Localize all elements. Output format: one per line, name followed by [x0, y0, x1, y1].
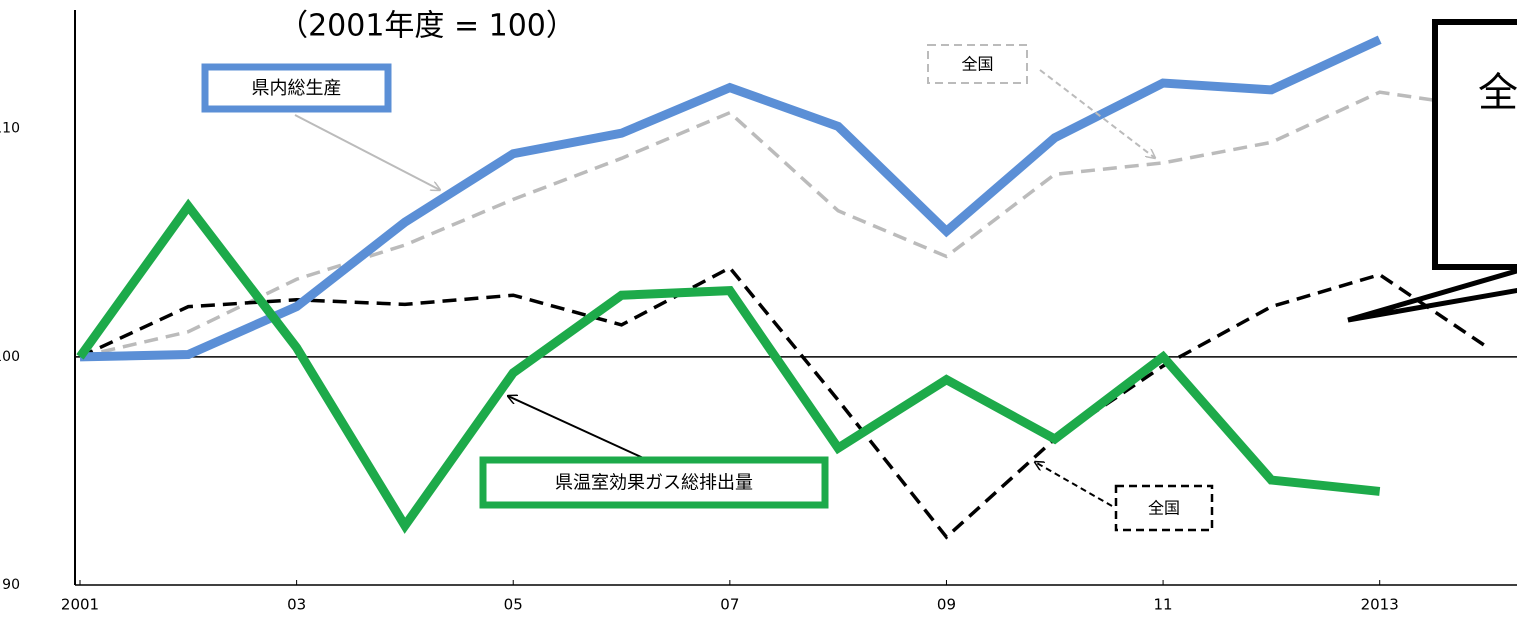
x-tick-label: 2001	[61, 596, 99, 614]
leader-arrow	[1035, 462, 1113, 507]
x-tick-label: 07	[720, 596, 739, 614]
label-box	[927, 44, 1028, 84]
leader-arrow	[294, 114, 440, 190]
y-tick-label: 110	[0, 121, 20, 137]
series-line	[79, 90, 1489, 359]
series-line	[79, 265, 1489, 540]
label-box	[1114, 484, 1214, 532]
x-tick-label: 05	[504, 596, 523, 614]
chart-title: （2001年度 = 100）	[278, 9, 576, 44]
leader-arrow	[1039, 69, 1155, 158]
x-tick-label: 03	[287, 596, 306, 614]
callout-pointer	[1347, 268, 1517, 323]
label-box	[201, 63, 392, 113]
x-tick-label: 11	[1154, 596, 1173, 614]
series-label: 全国	[961, 55, 993, 74]
callout-box	[1432, 19, 1517, 270]
series-label: 県温室効果ガス総排出量	[555, 473, 753, 494]
leader-arrow	[508, 396, 653, 463]
x-tick-label: 2013	[1361, 596, 1399, 614]
series-label: 全国	[1148, 499, 1180, 518]
label-box	[479, 456, 829, 509]
callout-text: 全	[1478, 70, 1517, 116]
y-tick-label: 100	[0, 349, 20, 365]
series-label: 県内総生産	[252, 78, 342, 99]
series-line	[79, 35, 1382, 362]
x-tick-label: 09	[937, 596, 956, 614]
y-tick-label: 90	[2, 577, 20, 593]
series-line	[76, 198, 1381, 534]
